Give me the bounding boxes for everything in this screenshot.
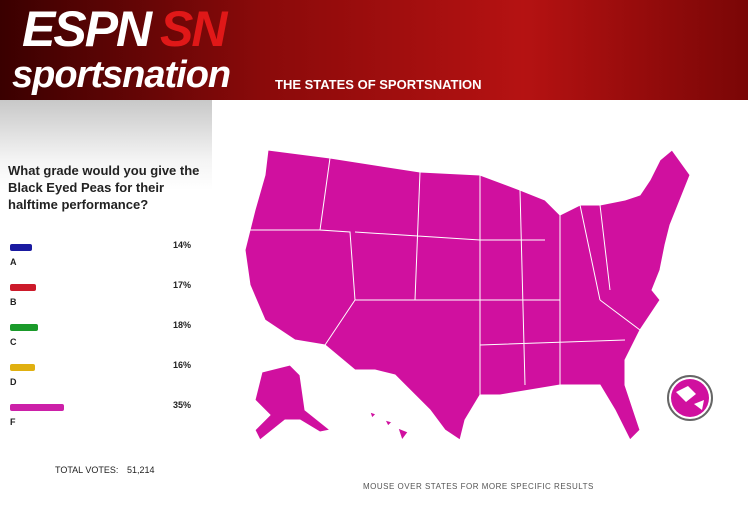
- option-name: B: [10, 297, 17, 307]
- map-footer: MOUSE OVER STATES FOR MORE SPECIFIC RESU…: [363, 482, 594, 491]
- option-name: C: [10, 337, 17, 347]
- hawaii[interactable]: [369, 411, 409, 442]
- globe-icon[interactable]: [667, 375, 713, 421]
- us-map[interactable]: [244, 149, 691, 441]
- option-percent: 17%: [173, 280, 192, 290]
- map[interactable]: [212, 100, 748, 520]
- question: What grade would you give the Black Eyed…: [8, 163, 200, 212]
- alaska[interactable]: [254, 364, 332, 441]
- option-name: F: [10, 417, 16, 427]
- option-bar: [10, 404, 64, 411]
- logo: ESPN: [22, 1, 152, 57]
- option-name: A: [10, 257, 17, 267]
- option-name: D: [10, 377, 17, 387]
- state-borders: [250, 157, 641, 395]
- option-percent: 35%: [173, 400, 192, 410]
- header: ESPN SN sportsnation THE STATES OF SPORT…: [0, 0, 748, 100]
- subtitle: THE STATES OF SPORTSNATION: [275, 77, 482, 92]
- option-percent: 16%: [173, 360, 192, 370]
- option-bar: [10, 324, 38, 331]
- total-label: TOTAL VOTES:: [55, 465, 119, 475]
- option-bar: [10, 244, 32, 251]
- option-percent: 18%: [173, 320, 192, 330]
- option-bar: [10, 284, 37, 291]
- logo-accent: SN: [160, 1, 227, 57]
- option-percent: 14%: [173, 240, 192, 250]
- option-bar: [10, 364, 35, 371]
- poll-panel: What grade would you give the Black Eyed…: [0, 100, 212, 520]
- logo-sub: sportsnation: [12, 54, 231, 96]
- total-value: 51,214: [127, 465, 155, 475]
